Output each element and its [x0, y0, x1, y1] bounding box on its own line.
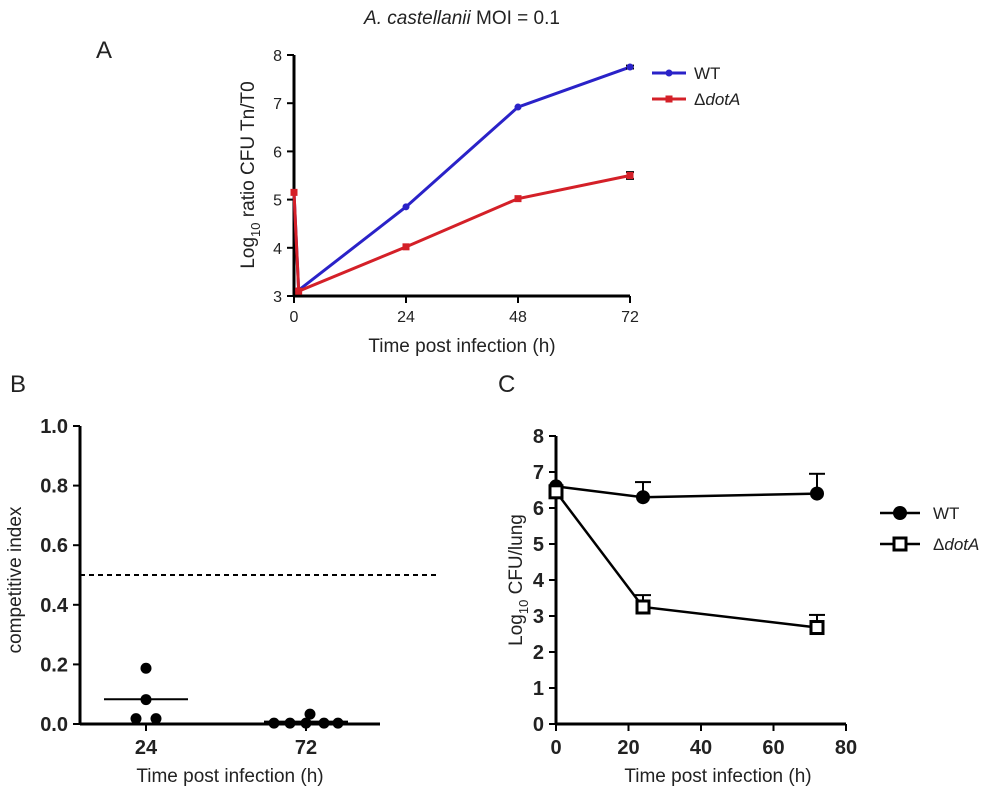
panel-a-point [626, 172, 634, 179]
panel-b-y-axis-label: competitive index [5, 506, 26, 653]
panel-c-legend-marker [892, 536, 908, 552]
panel-c-y-tick-label: 0 [533, 714, 544, 736]
panel-a-y-tick-label: 5 [273, 193, 282, 210]
panel-a-y-tick-label: 6 [273, 144, 282, 161]
panel-c-point [809, 620, 825, 636]
panel-b-point [140, 662, 152, 674]
panel-c-y-tick-label: 8 [533, 426, 544, 448]
panel-a-y-tick-label: 4 [273, 241, 282, 258]
panel-c-legend-label: ΔdotA [933, 535, 979, 554]
panel-a-x-tick-label: 24 [397, 309, 415, 326]
panel-b-letter: B [10, 371, 26, 398]
panel-a-point [402, 243, 410, 251]
panel-a-point [514, 103, 522, 111]
panel-c-letter: C [498, 371, 515, 398]
panel-a-y-tick-label: 7 [273, 96, 282, 113]
panel-c-series-line-dota [555, 491, 818, 629]
panel-a-point [402, 203, 410, 211]
panel-a-y-tick-label: 3 [273, 289, 282, 306]
panel-c-y-tick-label: 6 [533, 498, 544, 520]
panel-c-y-tick-label: 1 [533, 678, 544, 700]
panel-a-point [295, 287, 303, 295]
panel-a-y-tick-label: 8 [273, 48, 282, 65]
panel-a-legend-label: WT [694, 64, 720, 83]
panel-c-point [810, 486, 824, 501]
panel-c-series-line-wt [555, 485, 818, 499]
panel-a-legend-marker [665, 95, 673, 103]
panel-b-point [304, 708, 316, 720]
panel-b-y-tick-label: 0.6 [40, 535, 68, 557]
panel-b-point [284, 717, 296, 729]
panel-c-point [635, 599, 651, 615]
panel-c-point [548, 484, 564, 500]
panel-b: B competitive index Time post infection … [5, 371, 436, 787]
panel-c-legend-label: WT [933, 504, 959, 523]
panel-b-point [150, 713, 162, 725]
panel-a-point [514, 195, 522, 203]
panel-b-x-tick-label: 24 [135, 737, 158, 759]
panel-a-legend-marker [665, 69, 673, 77]
panel-c-x-tick-label: 0 [550, 737, 561, 759]
panel-b-point [140, 694, 152, 706]
panel-b-y-tick-label: 0.4 [40, 595, 69, 617]
panel-c-point [636, 490, 650, 505]
panel-c-y-tick-label: 3 [533, 606, 544, 628]
panel-b-point [268, 717, 280, 729]
panel-a-series-line-dota [292, 174, 631, 294]
panel-b-point [300, 717, 312, 729]
panel-c-y-tick-label: 7 [533, 462, 544, 484]
panel-b-point [332, 717, 344, 729]
panel-a-x-tick-label: 48 [509, 309, 527, 326]
panel-a-point [626, 63, 634, 71]
panel-c-y-tick-label: 4 [533, 570, 545, 592]
panel-c-x-tick-label: 20 [617, 737, 639, 759]
panel-a-series-line-wt [292, 65, 631, 294]
panel-a-letter: A [96, 37, 112, 64]
panel-a-point [290, 188, 298, 196]
panel-b-y-tick-label: 0.8 [40, 476, 68, 498]
panel-b-point [130, 713, 142, 725]
panel-c-y-tick-label: 5 [533, 534, 544, 556]
panel-c-y-tick-label: 2 [533, 642, 544, 664]
panel-a-x-tick-label: 72 [621, 309, 639, 326]
panel-b-y-tick-label: 1.0 [40, 416, 68, 438]
panel-c-legend-marker [893, 506, 907, 520]
panel-c-y-axis-label: Log10 CFU/lung [506, 514, 531, 646]
panel-c-x-tick-label: 80 [835, 737, 857, 759]
panel-a-legend-label: ΔdotA [694, 90, 740, 109]
panel-c-x-tick-label: 40 [690, 737, 712, 759]
panel-b-y-tick-label: 0.0 [40, 714, 68, 736]
panel-b-x-axis-label: Time post infection (h) [136, 766, 323, 787]
panel-a-x-axis-label: Time post infection (h) [368, 336, 555, 357]
panel-b-point [318, 717, 330, 729]
panel-a-x-tick-label: 0 [290, 309, 299, 326]
panel-c-x-axis-label: Time post infection (h) [624, 766, 811, 787]
panel-a: A Log10 ratio CFU Tn/T0 Time post infect… [96, 37, 740, 357]
panel-b-x-tick-label: 72 [295, 737, 317, 759]
panel-c-x-tick-label: 60 [762, 737, 784, 759]
panel-b-y-tick-label: 0.2 [40, 654, 68, 676]
panel-c: C Log10 CFU/lung Time post infection (h)… [498, 371, 979, 787]
figure-title: A. castellanii MOI = 0.1 [363, 8, 560, 29]
panel-a-y-axis-label: Log10 ratio CFU Tn/T0 [238, 81, 263, 268]
